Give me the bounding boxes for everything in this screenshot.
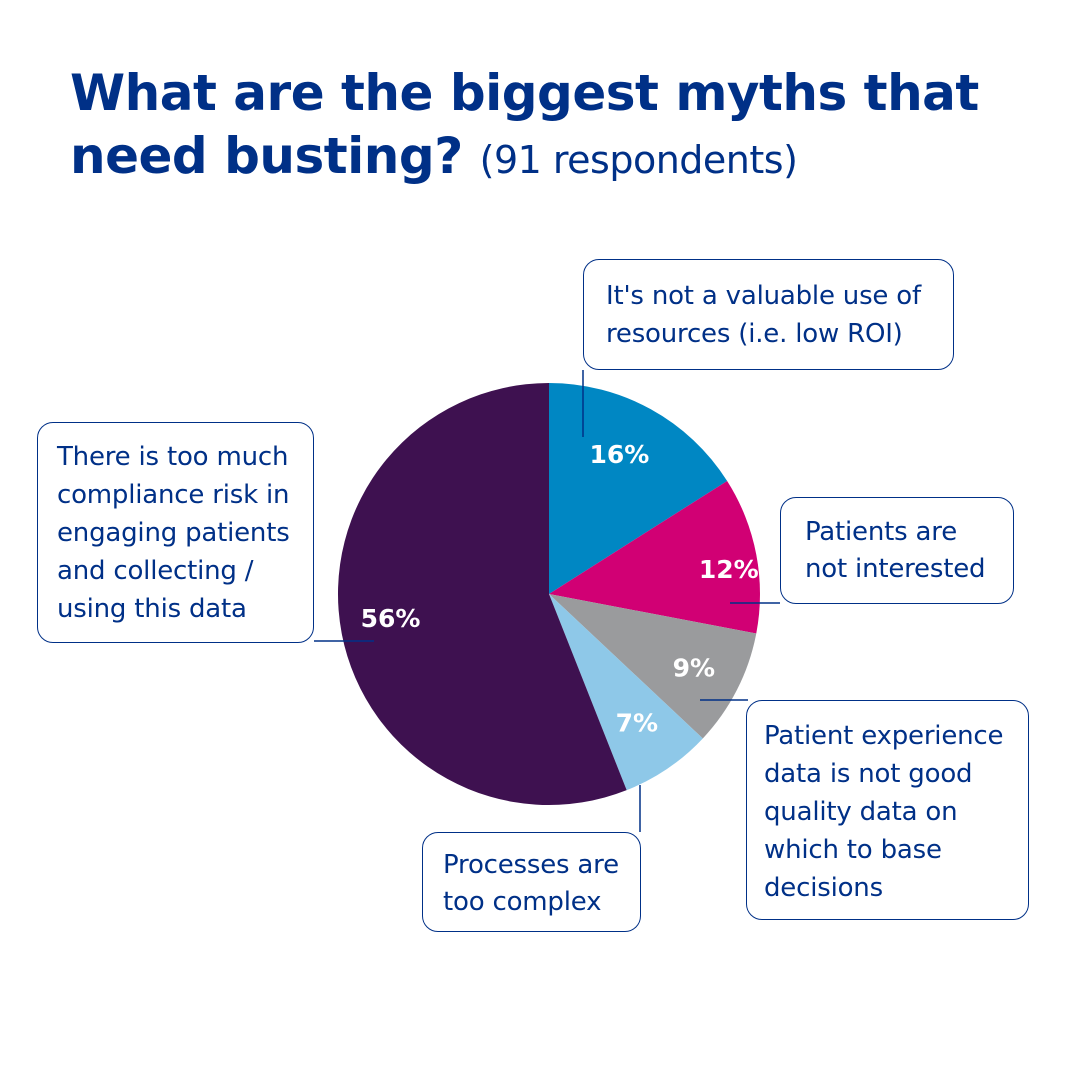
callout-roi-line2: resources (i.e. low ROI) <box>606 319 903 349</box>
title-respondents: (91 respondents) <box>479 138 798 182</box>
callout-complex: Processes are too complex <box>422 832 641 932</box>
pie-slice-complex <box>549 594 703 791</box>
callout-quality-line4: which to base <box>764 835 942 865</box>
callout-quality-line1: Patient experience <box>764 721 1004 751</box>
callout-compliance-line4: and collecting / <box>57 556 254 586</box>
callout-compliance-line2: compliance risk in <box>57 480 290 510</box>
slice-labels: 16% 12% 9% 7% 56% <box>361 440 759 737</box>
slice-label-roi: 16% <box>589 440 649 469</box>
title-main-line1: What are the biggest myths that <box>70 64 979 122</box>
pie-slice-interest <box>549 480 760 634</box>
pie-slices <box>337 383 760 805</box>
pie-slice-roi <box>549 383 728 594</box>
callout-quality-line5: decisions <box>764 873 883 903</box>
callout-compliance-line3: engaging patients <box>57 518 290 548</box>
callout-quality: Patient experience data is not good qual… <box>746 700 1029 920</box>
chart-title: What are the biggest myths that need bus… <box>70 62 1030 192</box>
pie-slice-compliance <box>337 383 627 805</box>
callout-interest-line1: Patients are <box>805 517 957 547</box>
leader-lines <box>314 370 780 832</box>
callout-interest: Patients are not interested <box>780 497 1014 604</box>
callout-quality-line2: data is not good <box>764 759 973 789</box>
callout-quality-line3: quality data on <box>764 797 958 827</box>
callout-roi: It's not a valuable use of resources (i.… <box>583 259 954 370</box>
callout-compliance: There is too much compliance risk in eng… <box>37 422 314 643</box>
callout-interest-line2: not interested <box>805 554 986 584</box>
callout-compliance-line1: There is too much <box>57 442 289 472</box>
slice-label-complex: 7% <box>616 709 658 738</box>
slice-label-interest: 12% <box>699 555 759 584</box>
slice-label-quality: 9% <box>673 653 715 682</box>
pie-slice-quality <box>549 594 757 739</box>
callout-compliance-line5: using this data <box>57 594 247 624</box>
callout-complex-line1: Processes are <box>443 850 619 880</box>
title-main-line2: need busting? <box>70 127 463 185</box>
callout-complex-line2: too complex <box>443 887 602 917</box>
callout-roi-line1: It's not a valuable use of <box>606 281 921 311</box>
slice-label-compliance: 56% <box>361 604 421 633</box>
